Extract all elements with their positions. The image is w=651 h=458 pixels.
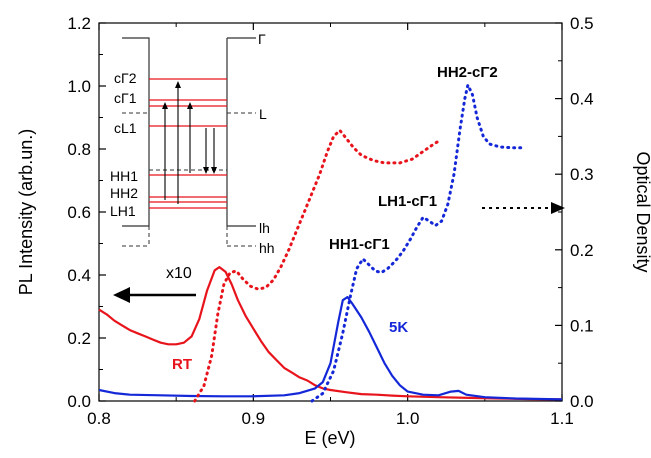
x-tick-label: 1.0 [396,409,420,428]
y-right-tick-label: 0.0 [570,392,594,411]
band-diagram-black-lines [122,37,256,227]
series-rt-optical-density-line [193,128,442,403]
inset-label-cgamma1: cΓ1 [114,90,137,106]
left-axis-arrow [113,287,196,303]
y-left-tick-label: 1.2 [67,14,91,33]
annotation-5k: 5K [389,319,408,336]
y-left-tick-label: 0.8 [67,140,91,159]
y-left-tick-label: 0.2 [67,329,91,348]
x-axis-label: E (eV) [304,428,355,448]
inset-label-lh1: LH1 [110,203,136,219]
y-axis-label-right: Optical Density [633,151,651,272]
y-right-tick-label: 0.2 [570,241,594,260]
y-axis-label-left: PL Intensity (arb.un.) [16,129,36,295]
band-diagram-transition-arrows [162,81,217,204]
series-5k-pl-line [98,296,563,401]
y-left-tick-label: 0.0 [67,392,91,411]
band-diagram-inset: cΓ2 cΓ1 cL1 HH1 HH2 LH1 Γ L lh hh [110,31,275,256]
y-right-tick-label: 0.1 [570,316,594,335]
x-tick-label: 0.8 [87,409,111,428]
x-tick-label: 1.1 [550,409,574,428]
inset-label-hh: hh [259,240,275,256]
data-series [98,83,563,403]
series-5k-optical-density-line [310,83,524,403]
right-axis-arrow [482,202,565,214]
y-left-tick-label: 1.0 [67,77,91,96]
inset-label-cgamma2: cΓ2 [114,70,137,86]
y-right-tick-label: 0.3 [570,165,594,184]
inset-label-hh2: HH2 [110,185,138,201]
annotation-x10: x10 [166,265,192,282]
x-tick-label: 0.9 [242,409,266,428]
series-rt-pl-line [98,266,563,401]
axis-ticks: 0.8 0.9 1.0 1.10.00.20.40.60.81.01.20.00.10… [67,14,593,428]
annotation-hh2-cgamma2: HH2-cΓ2 [437,64,498,81]
annotation-hh1-cgamma1: HH1-cΓ1 [329,236,390,253]
inset-label-l: L [259,106,267,122]
y-left-tick-label: 0.4 [67,266,91,285]
annotation-lh1-cgamma1: LH1-cΓ1 [378,193,437,210]
inset-label-cl1: cL1 [114,120,137,136]
band-diagram-levels [149,78,227,209]
y-right-tick-label: 0.5 [570,14,594,33]
y-left-tick-label: 0.6 [67,203,91,222]
inset-label-lh: lh [259,220,270,236]
y-right-tick-label: 0.4 [570,90,594,109]
inset-label-gamma: Γ [258,31,266,47]
inset-label-hh1: HH1 [110,168,138,184]
annotation-rt: RT [172,356,192,373]
